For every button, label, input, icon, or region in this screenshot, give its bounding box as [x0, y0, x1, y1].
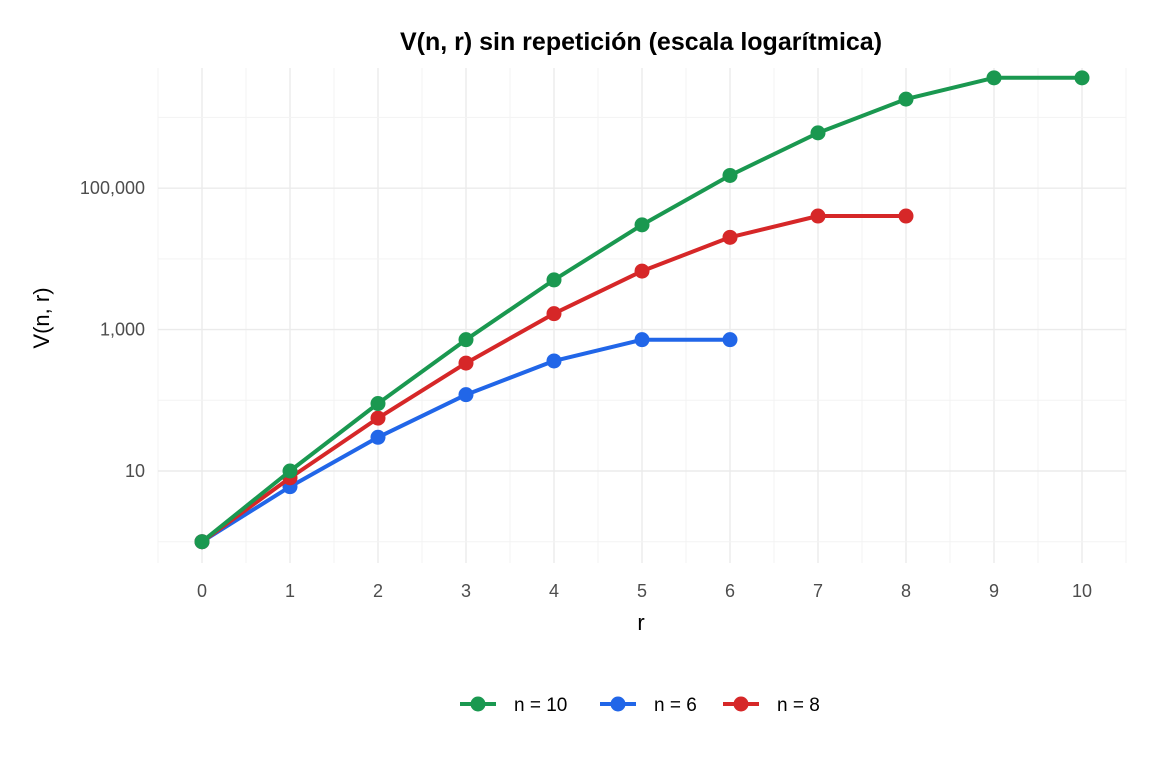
data-point [898, 91, 914, 107]
chart-title: V(n, r) sin repetición (escala logarítmi… [400, 28, 882, 56]
legend: n = 10 n = 6 n = 8 [460, 695, 820, 716]
data-point [370, 429, 386, 445]
legend-label: n = 10 [514, 695, 567, 716]
data-point [634, 217, 650, 233]
data-point [722, 229, 738, 245]
data-point [546, 353, 562, 369]
data-point [546, 306, 562, 322]
y-tick-label: 1,000 [100, 320, 145, 340]
data-point [898, 208, 914, 224]
legend-label: n = 8 [777, 695, 820, 716]
x-tick-label: 4 [549, 581, 559, 601]
legend-marker [610, 696, 626, 712]
plot-area [194, 70, 1090, 550]
x-tick-label: 3 [461, 581, 471, 601]
x-tick-label: 8 [901, 581, 911, 601]
legend-marker [733, 696, 749, 712]
legend-item: n = 10 [460, 695, 567, 716]
data-point [810, 208, 826, 224]
data-point [282, 463, 298, 479]
y-axis: 10 1,000 100,000 [80, 178, 145, 481]
data-point [458, 355, 474, 371]
data-point [722, 332, 738, 348]
legend-item: n = 6 [600, 695, 697, 716]
x-tick-label: 10 [1072, 581, 1092, 601]
data-point [722, 167, 738, 183]
data-point [634, 332, 650, 348]
legend-marker [470, 696, 486, 712]
x-tick-label: 6 [725, 581, 735, 601]
y-tick-label: 100,000 [80, 178, 145, 198]
y-tick-label: 10 [125, 461, 145, 481]
data-point [546, 272, 562, 288]
data-point [634, 263, 650, 279]
data-point [986, 70, 1002, 86]
x-tick-label: 9 [989, 581, 999, 601]
x-tick-label: 7 [813, 581, 823, 601]
data-point [458, 387, 474, 403]
data-point [370, 396, 386, 412]
x-axis: 0 1 2 3 4 5 6 7 8 9 10 [197, 581, 1092, 601]
data-point [1074, 70, 1090, 86]
x-tick-label: 0 [197, 581, 207, 601]
x-tick-label: 5 [637, 581, 647, 601]
data-point [810, 125, 826, 141]
grid [157, 68, 1127, 563]
x-tick-label: 2 [373, 581, 383, 601]
legend-item: n = 8 [723, 695, 820, 716]
y-axis-title: V(n, r) [29, 287, 54, 348]
series-n-10 [194, 70, 1090, 550]
data-point [194, 534, 210, 550]
data-point [458, 332, 474, 348]
legend-label: n = 6 [654, 695, 697, 716]
data-point [370, 410, 386, 426]
x-axis-title: r [637, 610, 644, 635]
x-tick-label: 1 [285, 581, 295, 601]
